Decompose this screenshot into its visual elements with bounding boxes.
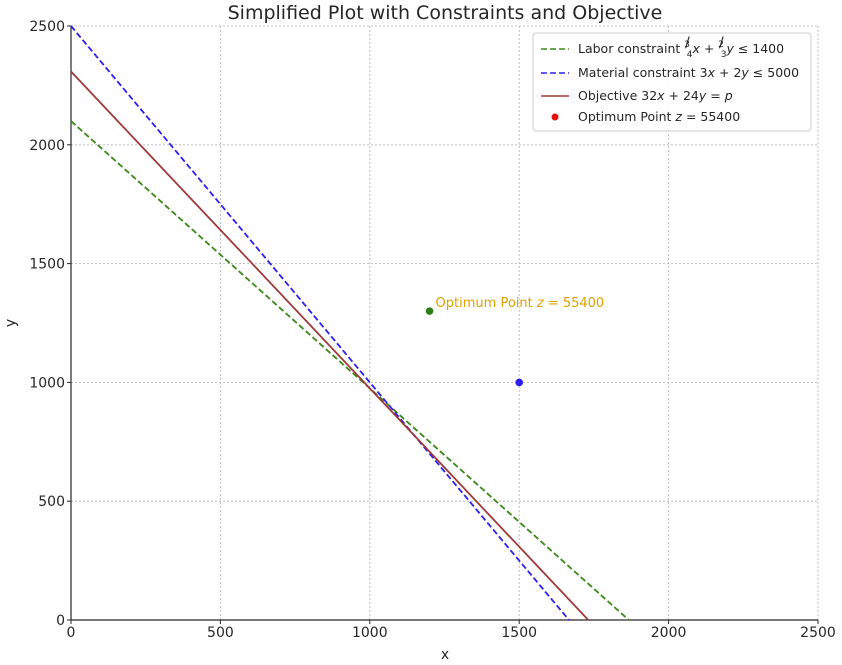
series-lines [70,25,630,621]
grid [71,25,819,620]
y-tick-label: 1000 [29,375,65,391]
points [425,307,523,387]
x-tick-label: 1000 [352,625,388,641]
y-tick-label: 1500 [29,257,65,273]
point-1200-1300 [425,307,434,315]
x-tick-label: 500 [207,625,234,641]
legend: Labor constraint 3/4x + 2/3y ≤ 1400 Mate… [532,32,812,132]
material-constraint-line [70,25,570,621]
annotations: Optimum Point z = 55400 [436,296,605,311]
x-ticks: 0 500 1000 1500 2000 2500 [67,620,836,641]
x-tick-label: 0 [67,625,76,641]
x-tick-label: 2500 [800,625,836,641]
legend-label-material: Material constraint 3x + 2y ≤ 5000 [578,65,799,80]
legend-swatch-optimum [551,113,559,121]
x-tick-label: 1500 [501,625,537,641]
point-1500-1000 [515,378,523,387]
legend-label-optimum: Optimum Point z = 55400 [578,109,740,124]
y-tick-label: 2000 [29,138,65,154]
objective-line [70,70,589,621]
legend-box [532,32,812,132]
x-axis-label: x [441,647,449,663]
optimum-annotation: Optimum Point z = 55400 [436,296,605,311]
labor-constraint-line [70,120,630,621]
chart-title: Simplified Plot with Constraints and Obj… [228,2,663,24]
y-ticks: 0 500 1000 1500 2000 2500 [29,19,71,629]
y-tick-label: 500 [38,494,65,510]
y-axis-label: y [3,319,19,327]
y-tick-label: 2500 [29,19,65,35]
legend-label-objective: Objective 32x + 24y = p [578,88,733,103]
axes [70,26,818,621]
x-tick-label: 2000 [651,625,687,641]
y-tick-label: 0 [56,613,65,629]
